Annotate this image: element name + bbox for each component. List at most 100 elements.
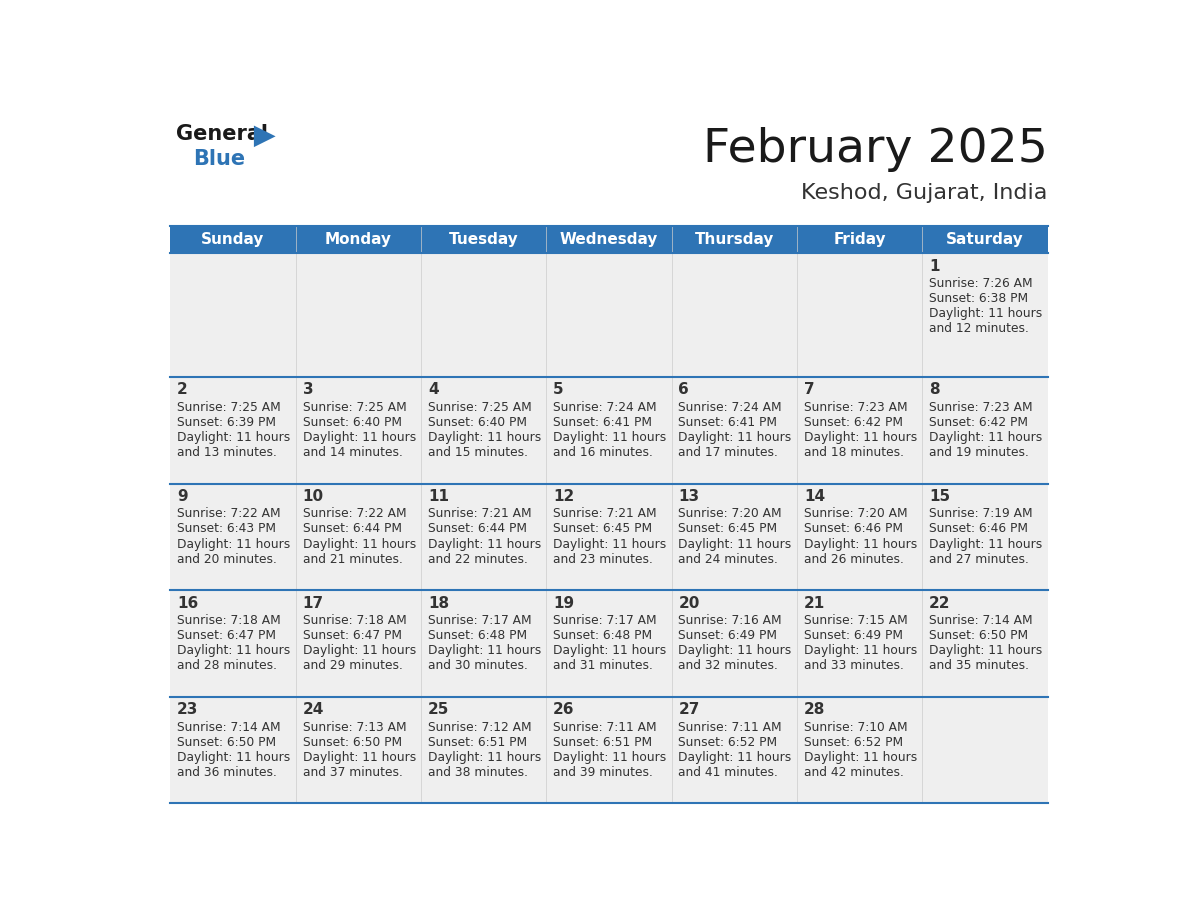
Text: Sunrise: 7:20 AM: Sunrise: 7:20 AM [804, 508, 908, 521]
Text: Daylight: 11 hours: Daylight: 11 hours [428, 431, 541, 444]
Text: Daylight: 11 hours: Daylight: 11 hours [804, 644, 917, 657]
Text: Sunrise: 7:14 AM: Sunrise: 7:14 AM [177, 721, 280, 733]
Text: Daylight: 11 hours: Daylight: 11 hours [303, 431, 416, 444]
Text: 1: 1 [929, 259, 940, 274]
Text: Sunset: 6:45 PM: Sunset: 6:45 PM [678, 522, 778, 535]
Text: Sunrise: 7:25 AM: Sunrise: 7:25 AM [428, 401, 531, 414]
Text: Wednesday: Wednesday [560, 232, 658, 247]
Text: and 41 minutes.: and 41 minutes. [678, 766, 778, 778]
Text: Daylight: 11 hours: Daylight: 11 hours [554, 538, 666, 551]
Text: 5: 5 [554, 383, 564, 397]
Text: General: General [176, 124, 267, 144]
Text: 15: 15 [929, 489, 950, 504]
Bar [170, 697, 1048, 803]
Text: Sunrise: 7:13 AM: Sunrise: 7:13 AM [303, 721, 406, 733]
Text: Sunrise: 7:18 AM: Sunrise: 7:18 AM [303, 614, 406, 627]
Text: and 32 minutes.: and 32 minutes. [678, 659, 778, 672]
Text: Sunrise: 7:25 AM: Sunrise: 7:25 AM [177, 401, 280, 414]
Text: and 19 minutes.: and 19 minutes. [929, 446, 1029, 459]
Bar [170, 590, 1048, 697]
Text: Sunrise: 7:24 AM: Sunrise: 7:24 AM [554, 401, 657, 414]
Text: and 18 minutes.: and 18 minutes. [804, 446, 904, 459]
Text: 8: 8 [929, 383, 940, 397]
Text: 19: 19 [554, 596, 574, 610]
Text: Sunset: 6:52 PM: Sunset: 6:52 PM [678, 735, 778, 748]
Text: Sunset: 6:41 PM: Sunset: 6:41 PM [678, 416, 777, 429]
Text: 24: 24 [303, 702, 324, 717]
Text: Sunset: 6:47 PM: Sunset: 6:47 PM [303, 629, 402, 642]
Text: Sunset: 6:41 PM: Sunset: 6:41 PM [554, 416, 652, 429]
Text: Sunset: 6:40 PM: Sunset: 6:40 PM [428, 416, 526, 429]
Text: 28: 28 [804, 702, 826, 717]
Bar [170, 377, 1048, 484]
Text: 27: 27 [678, 702, 700, 717]
Text: Sunrise: 7:23 AM: Sunrise: 7:23 AM [804, 401, 908, 414]
Text: 22: 22 [929, 596, 950, 610]
Text: and 28 minutes.: and 28 minutes. [177, 659, 277, 672]
Text: Daylight: 11 hours: Daylight: 11 hours [177, 431, 290, 444]
Text: Daylight: 11 hours: Daylight: 11 hours [554, 431, 666, 444]
Text: Sunset: 6:48 PM: Sunset: 6:48 PM [554, 629, 652, 642]
Text: and 13 minutes.: and 13 minutes. [177, 446, 277, 459]
Text: Sunrise: 7:17 AM: Sunrise: 7:17 AM [554, 614, 657, 627]
Text: Sunset: 6:49 PM: Sunset: 6:49 PM [804, 629, 903, 642]
Text: Daylight: 11 hours: Daylight: 11 hours [303, 538, 416, 551]
Text: 21: 21 [804, 596, 826, 610]
Text: and 29 minutes.: and 29 minutes. [303, 659, 403, 672]
Text: Daylight: 11 hours: Daylight: 11 hours [678, 538, 791, 551]
Text: Sunrise: 7:17 AM: Sunrise: 7:17 AM [428, 614, 531, 627]
Text: Tuesday: Tuesday [449, 232, 518, 247]
Text: Daylight: 11 hours: Daylight: 11 hours [428, 644, 541, 657]
Text: Sunset: 6:50 PM: Sunset: 6:50 PM [303, 735, 402, 748]
Text: Daylight: 11 hours: Daylight: 11 hours [804, 751, 917, 764]
Text: Sunrise: 7:21 AM: Sunrise: 7:21 AM [428, 508, 531, 521]
Text: and 15 minutes.: and 15 minutes. [428, 446, 527, 459]
Text: Thursday: Thursday [695, 232, 773, 247]
Text: Blue: Blue [192, 150, 245, 170]
Text: and 23 minutes.: and 23 minutes. [554, 553, 653, 565]
Text: 6: 6 [678, 383, 689, 397]
Text: Daylight: 11 hours: Daylight: 11 hours [177, 538, 290, 551]
Text: Sunset: 6:47 PM: Sunset: 6:47 PM [177, 629, 276, 642]
Text: Saturday: Saturday [946, 232, 1024, 247]
Text: Sunrise: 7:22 AM: Sunrise: 7:22 AM [303, 508, 406, 521]
Text: Daylight: 11 hours: Daylight: 11 hours [929, 538, 1042, 551]
Text: and 21 minutes.: and 21 minutes. [303, 553, 403, 565]
Text: Sunset: 6:51 PM: Sunset: 6:51 PM [428, 735, 527, 748]
Text: 14: 14 [804, 489, 824, 504]
Text: Sunset: 6:50 PM: Sunset: 6:50 PM [177, 735, 277, 748]
Polygon shape [254, 126, 276, 147]
Text: Sunset: 6:44 PM: Sunset: 6:44 PM [303, 522, 402, 535]
Text: and 24 minutes.: and 24 minutes. [678, 553, 778, 565]
Text: Daylight: 11 hours: Daylight: 11 hours [303, 751, 416, 764]
Bar [170, 484, 1048, 590]
Text: 12: 12 [554, 489, 575, 504]
Text: Friday: Friday [833, 232, 886, 247]
Text: Sunset: 6:39 PM: Sunset: 6:39 PM [177, 416, 276, 429]
Text: Sunrise: 7:22 AM: Sunrise: 7:22 AM [177, 508, 280, 521]
Text: Sunset: 6:42 PM: Sunset: 6:42 PM [929, 416, 1028, 429]
Text: and 33 minutes.: and 33 minutes. [804, 659, 904, 672]
Text: Sunset: 6:45 PM: Sunset: 6:45 PM [554, 522, 652, 535]
Text: Daylight: 11 hours: Daylight: 11 hours [678, 431, 791, 444]
Text: and 39 minutes.: and 39 minutes. [554, 766, 653, 778]
Text: Sunrise: 7:21 AM: Sunrise: 7:21 AM [554, 508, 657, 521]
Text: Daylight: 11 hours: Daylight: 11 hours [678, 644, 791, 657]
Text: Sunrise: 7:19 AM: Sunrise: 7:19 AM [929, 508, 1032, 521]
Text: Daylight: 11 hours: Daylight: 11 hours [804, 538, 917, 551]
Text: Sunrise: 7:18 AM: Sunrise: 7:18 AM [177, 614, 280, 627]
Text: Sunset: 6:48 PM: Sunset: 6:48 PM [428, 629, 527, 642]
Text: and 36 minutes.: and 36 minutes. [177, 766, 277, 778]
Text: Sunrise: 7:11 AM: Sunrise: 7:11 AM [554, 721, 657, 733]
Text: Sunset: 6:38 PM: Sunset: 6:38 PM [929, 292, 1029, 306]
Text: and 12 minutes.: and 12 minutes. [929, 322, 1029, 335]
Text: Sunset: 6:43 PM: Sunset: 6:43 PM [177, 522, 276, 535]
Text: and 17 minutes.: and 17 minutes. [678, 446, 778, 459]
Text: Daylight: 11 hours: Daylight: 11 hours [177, 751, 290, 764]
Text: Sunset: 6:44 PM: Sunset: 6:44 PM [428, 522, 526, 535]
Text: and 22 minutes.: and 22 minutes. [428, 553, 527, 565]
Text: Daylight: 11 hours: Daylight: 11 hours [929, 308, 1042, 320]
Text: Sunrise: 7:26 AM: Sunrise: 7:26 AM [929, 277, 1032, 290]
Text: Sunset: 6:52 PM: Sunset: 6:52 PM [804, 735, 903, 748]
Text: Sunset: 6:50 PM: Sunset: 6:50 PM [929, 629, 1029, 642]
